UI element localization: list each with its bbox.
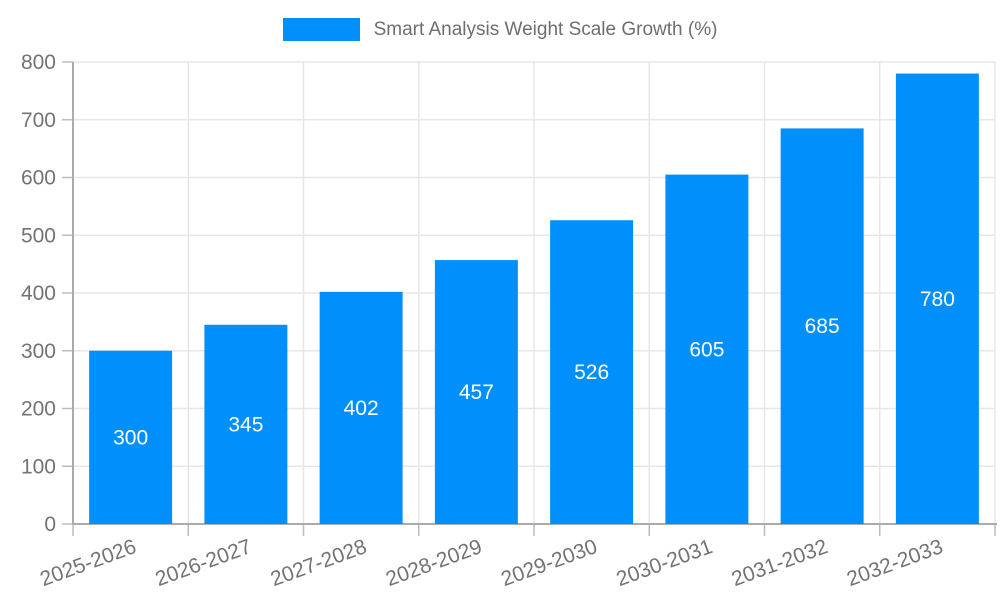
y-axis-tick-label: 400 [21,282,56,305]
bar-2031-2032[interactable] [780,128,864,524]
y-axis-tick-label: 700 [21,109,56,132]
y-axis-tick-label: 0 [44,513,56,536]
bar-2032-2033[interactable] [895,73,979,525]
y-axis-tick-label: 800 [21,51,56,74]
y-axis-tick-label: 100 [21,455,56,478]
x-axis-category-label: 2028-2029 [383,535,485,591]
x-axis-category-label: 2025-2026 [37,535,139,591]
bar-2029-2030[interactable] [550,220,634,525]
y-axis-tick-label: 200 [21,398,56,421]
bar-value-label: 345 [228,413,263,436]
bar-value-label: 402 [344,397,379,420]
legend-series-label: Smart Analysis Weight Scale Growth (%) [373,19,718,40]
bar-2030-2031[interactable] [665,174,749,525]
y-axis-tick-label: 300 [21,340,56,363]
y-axis-tick-label: 600 [21,167,56,190]
bar-2025-2026[interactable] [89,350,173,524]
x-axis-category-label: 2029-2030 [498,535,600,591]
bar-value-label: 300 [113,426,148,449]
chart-legend[interactable]: Smart Analysis Weight Scale Growth (%) [0,18,1000,41]
x-axis-category-label: 2032-2033 [844,535,946,591]
x-axis-category-label: 2030-2031 [613,535,715,591]
bar-2027-2028[interactable] [319,291,403,524]
bar-value-label: 685 [805,315,840,338]
legend-marker [282,18,360,41]
bar-value-label: 526 [574,361,609,384]
x-axis-category-label: 2031-2032 [729,535,831,591]
bar-value-label: 780 [920,288,955,311]
x-axis-category-label: 2027-2028 [268,535,370,591]
x-axis-category-label: 2026-2027 [152,535,254,591]
y-axis-tick-label: 500 [21,224,56,247]
bar-value-label: 605 [689,338,724,361]
bar-value-label: 457 [459,381,494,404]
bar-2028-2029[interactable] [434,260,518,524]
bar-2026-2027[interactable] [204,324,288,524]
